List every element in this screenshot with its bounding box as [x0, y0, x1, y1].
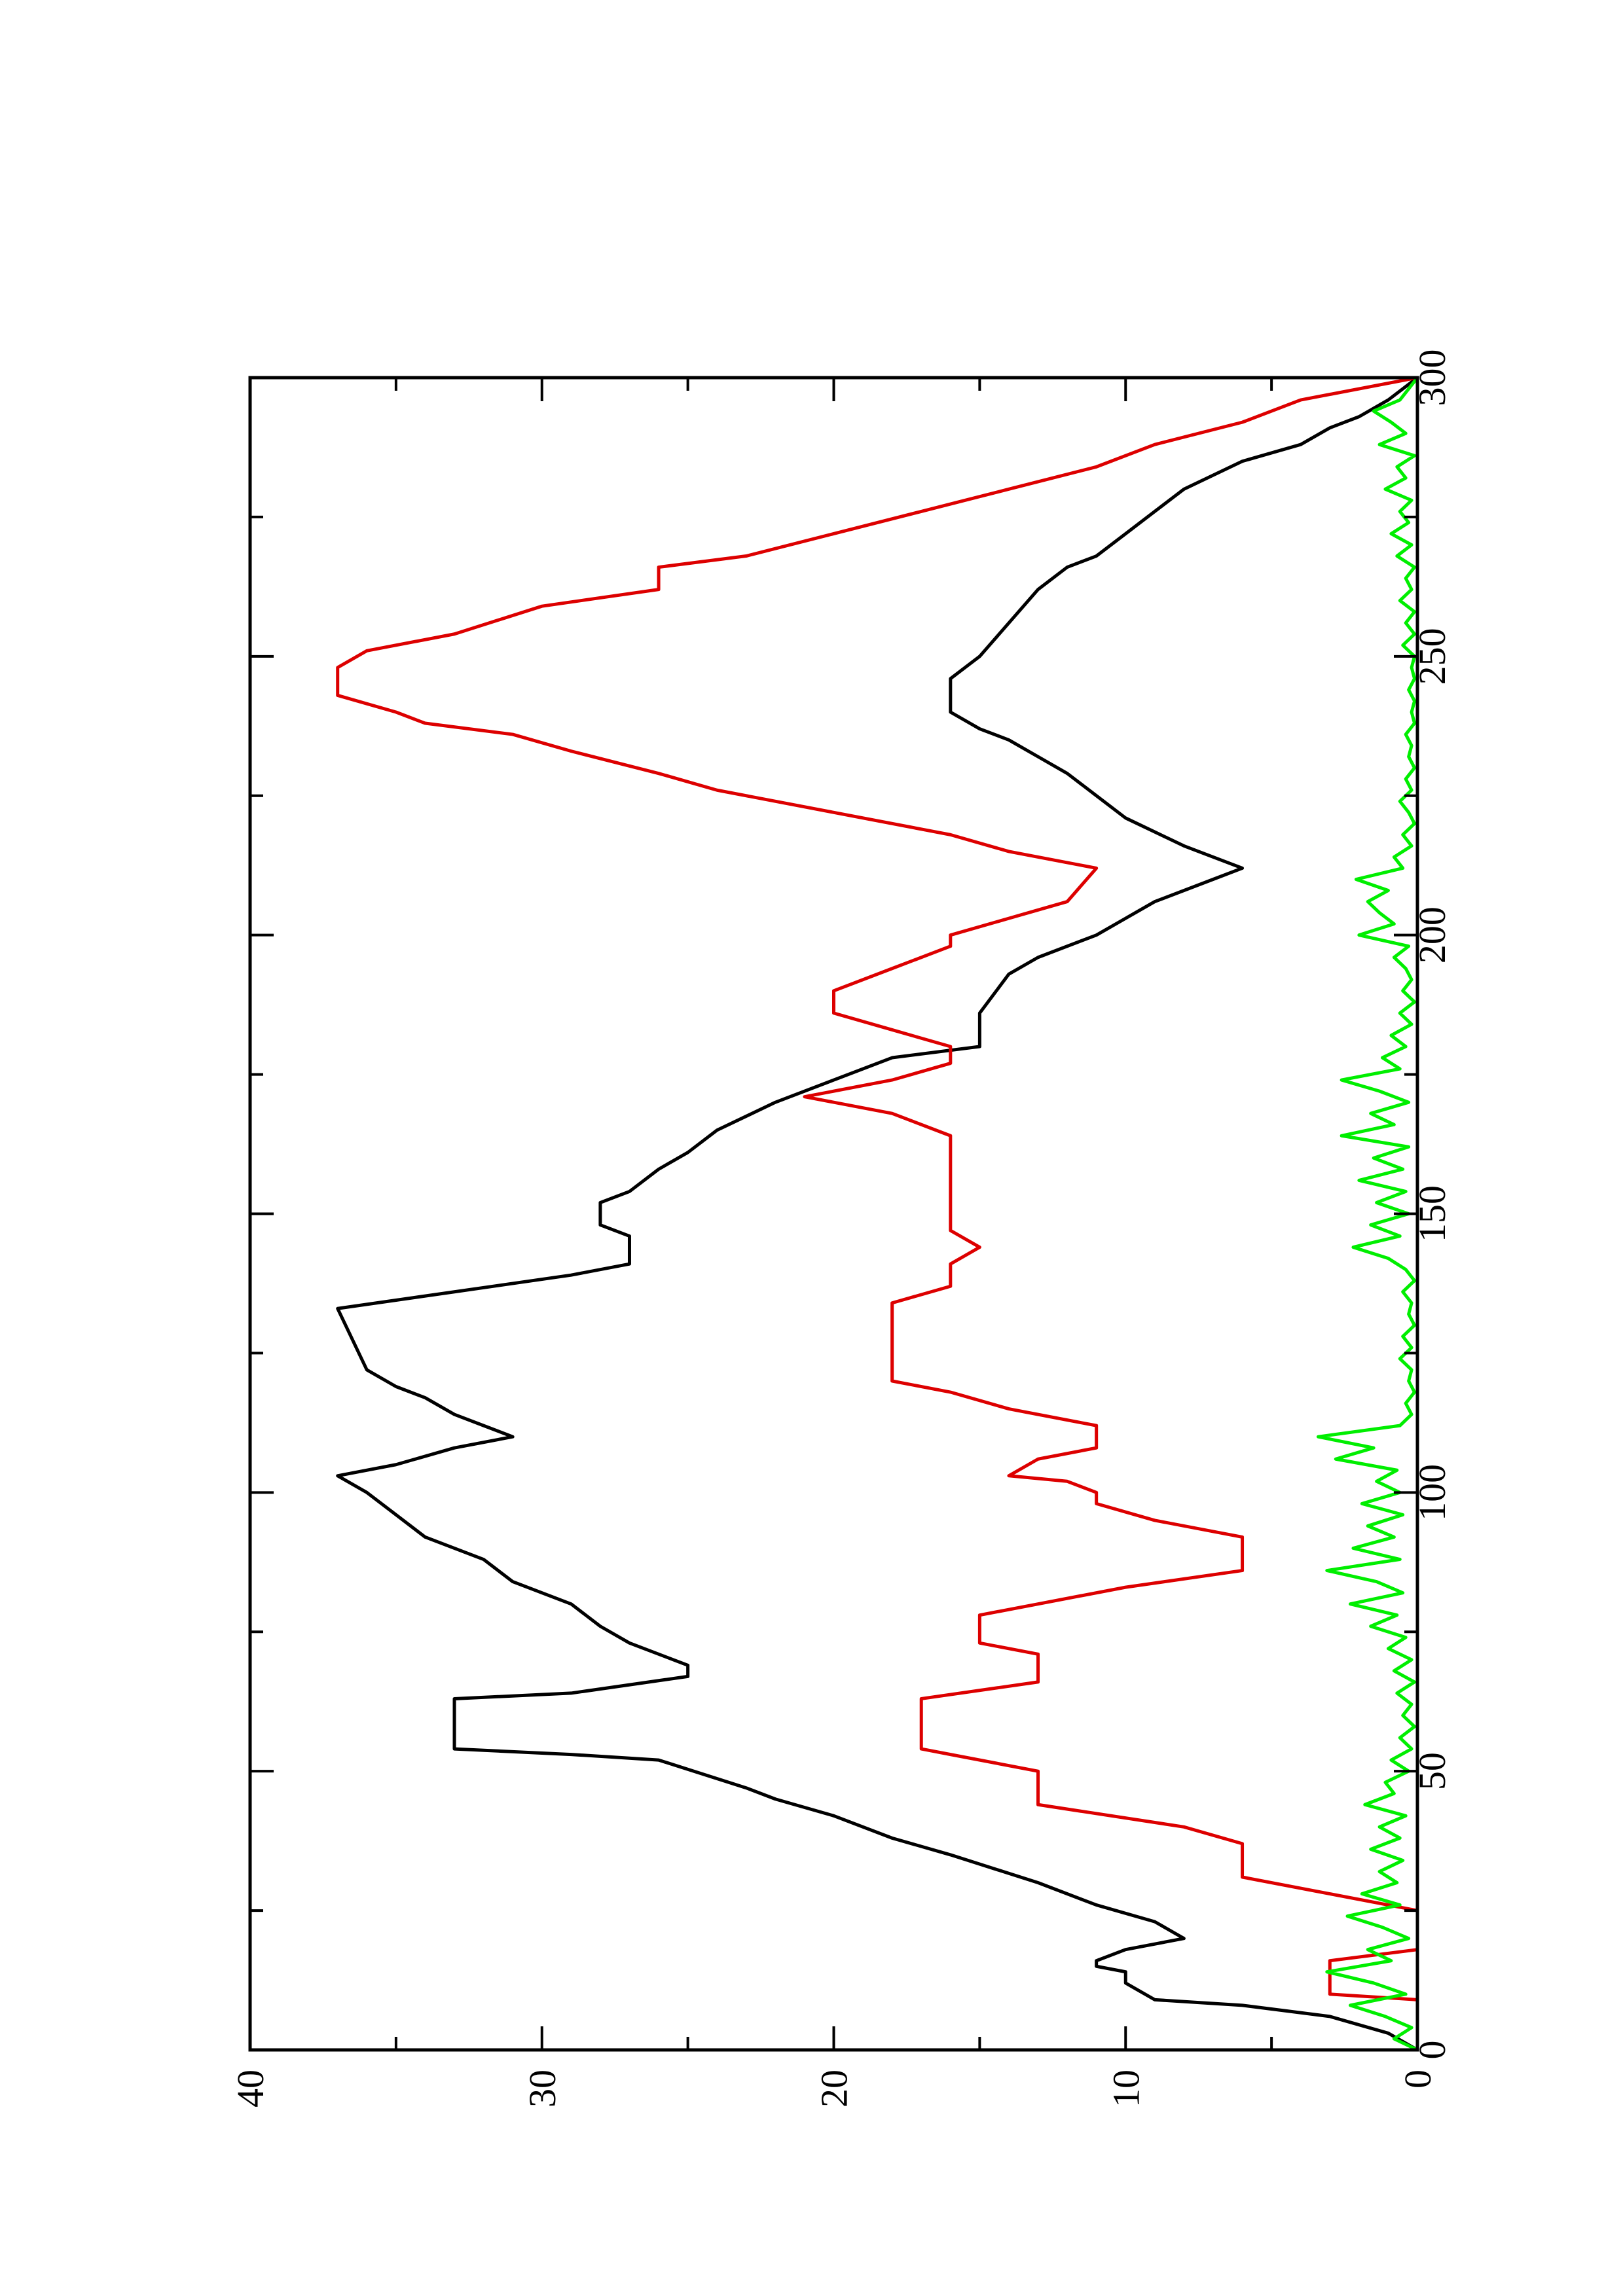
x-tick-label: 250	[1411, 628, 1453, 685]
x-tick-label: 150	[1411, 1185, 1453, 1242]
y-tick-label: 0	[1396, 2070, 1439, 2089]
x-tick-label: 50	[1411, 1752, 1453, 1790]
y-tick-label: 20	[813, 2070, 856, 2108]
tick-layer	[249, 376, 1419, 2051]
y-tick-label: 40	[229, 2070, 272, 2108]
series-layer	[336, 376, 1419, 2052]
x-tick-label: 100	[1411, 1464, 1453, 1521]
x-tick-label: 0	[1411, 2041, 1453, 2060]
y-tick-label: 10	[1104, 2070, 1147, 2108]
plot-frame	[248, 376, 1419, 2052]
x-tick-label: 300	[1411, 350, 1453, 406]
y-tick-label: 30	[521, 2070, 564, 2108]
series-line-1	[336, 376, 1419, 2052]
series-line-2	[336, 376, 1419, 2050]
x-tick-label: 200	[1411, 906, 1453, 963]
